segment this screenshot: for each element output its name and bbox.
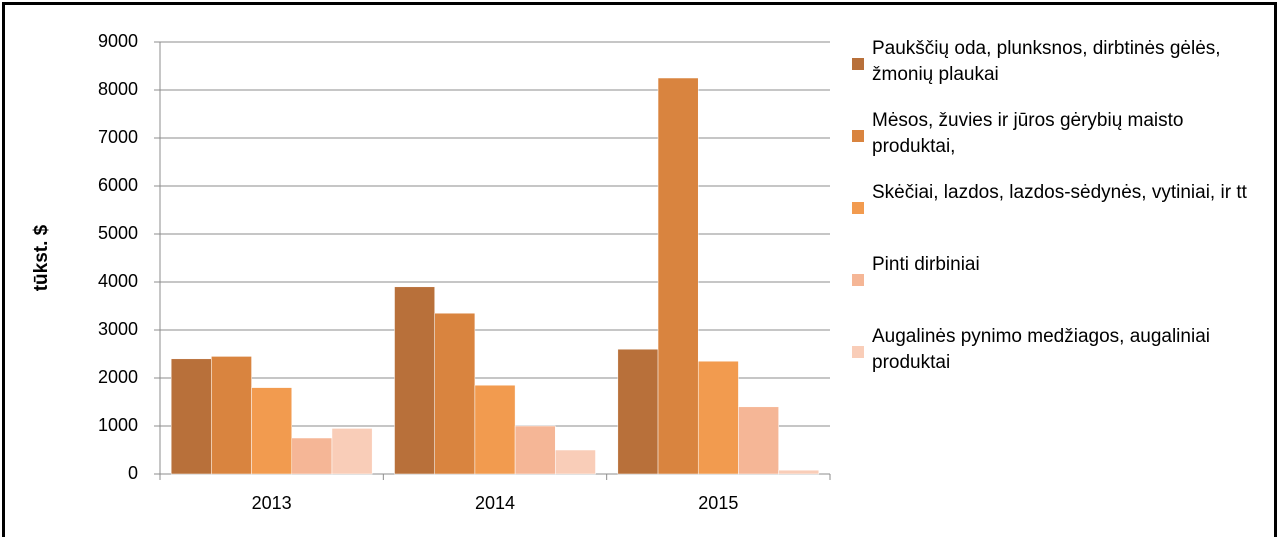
y-tick-label: 1000 xyxy=(98,415,138,435)
y-tick-label: 6000 xyxy=(98,175,138,195)
bar xyxy=(434,312,476,475)
bar xyxy=(514,425,556,475)
legend-swatch xyxy=(852,202,864,214)
legend-item: Paukščių oda, plunksnos, dirbtinės gėlės… xyxy=(852,36,1262,108)
legend-item: Skėčiai, lazdos, lazdos-sėdynės, vytinia… xyxy=(852,180,1262,252)
y-axis-title: tūkst. $ xyxy=(31,224,52,291)
bar xyxy=(331,428,373,475)
legend: Paukščių oda, plunksnos, dirbtinės gėlės… xyxy=(852,36,1262,396)
legend-label: Pinti dirbiniai xyxy=(872,254,980,275)
y-tick-label: 5000 xyxy=(98,223,138,243)
bar xyxy=(738,406,779,475)
legend-label: Augalinės pynimo medžiagos, augaliniai p… xyxy=(872,326,1210,373)
y-tick-label: 0 xyxy=(128,463,138,483)
x-tick-label: 2013 xyxy=(252,493,292,513)
bar xyxy=(555,449,596,475)
legend-label: Mėsos, žuvies ir jūros gėrybių maisto pr… xyxy=(872,110,1184,157)
bar xyxy=(474,384,516,475)
legend-item: Mėsos, žuvies ir jūros gėrybių maisto pr… xyxy=(852,108,1262,180)
bar xyxy=(697,360,739,475)
bar xyxy=(394,286,435,475)
legend-item: Augalinės pynimo medžiagos, augaliniai p… xyxy=(852,324,1262,396)
bar xyxy=(617,348,659,475)
x-tick-label: 2015 xyxy=(698,493,738,513)
y-tick-label: 7000 xyxy=(98,127,138,147)
bar xyxy=(657,77,699,475)
legend-label: Paukščių oda, plunksnos, dirbtinės gėlės… xyxy=(872,38,1221,85)
bar xyxy=(211,356,252,475)
y-tick-label: 9000 xyxy=(98,31,138,51)
legend-swatch xyxy=(852,346,864,358)
bar xyxy=(291,437,333,475)
legend-label: Skėčiai, lazdos, lazdos-sėdynės, vytinia… xyxy=(872,182,1247,203)
bar xyxy=(251,387,293,475)
y-tick-label: 8000 xyxy=(98,79,138,99)
legend-swatch xyxy=(852,58,864,70)
legend-item: Pinti dirbiniai xyxy=(852,252,1262,324)
bar xyxy=(778,469,820,475)
bar xyxy=(170,358,212,475)
x-tick-label: 2014 xyxy=(475,493,515,513)
legend-swatch xyxy=(852,130,864,142)
y-tick-label: 3000 xyxy=(98,319,138,339)
y-tick-label: 2000 xyxy=(98,367,138,387)
y-tick-label: 4000 xyxy=(98,271,138,291)
legend-swatch xyxy=(852,274,864,286)
